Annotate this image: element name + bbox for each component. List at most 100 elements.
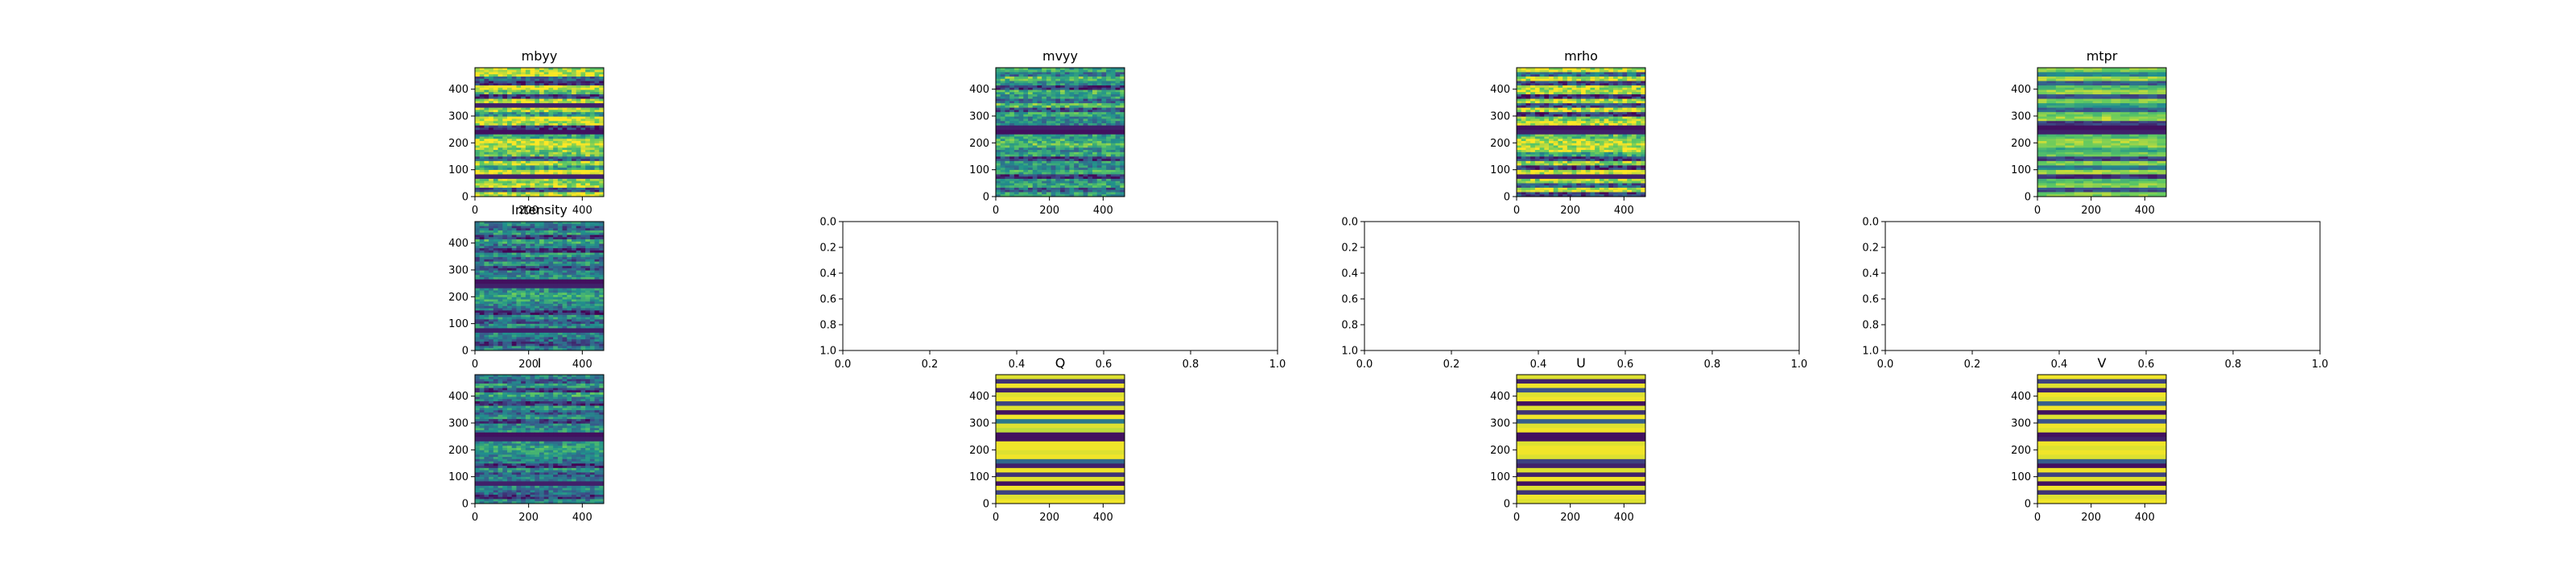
heatmap-cell bbox=[539, 150, 545, 153]
heatmap-cell bbox=[1525, 96, 1531, 100]
heatmap-cell bbox=[1599, 194, 1605, 197]
heatmap-cell bbox=[521, 147, 526, 151]
heatmap-cell bbox=[1549, 125, 1554, 129]
heatmap-cell bbox=[1539, 165, 1545, 168]
heatmap-cell bbox=[1641, 87, 1645, 91]
heatmap-cell bbox=[1060, 136, 1066, 139]
heatmap-cell bbox=[1013, 151, 1020, 156]
heatmap-cell bbox=[1576, 96, 1582, 100]
heatmap-cell bbox=[567, 134, 572, 138]
heatmap-cell bbox=[525, 139, 531, 142]
heatmap-cell bbox=[484, 178, 489, 182]
heatmap-cell bbox=[484, 176, 489, 180]
heatmap-cell bbox=[511, 156, 518, 160]
heatmap-cell bbox=[1060, 185, 1066, 189]
heatmap-cell bbox=[562, 83, 568, 86]
heatmap-cell bbox=[475, 74, 481, 77]
heatmap-cell bbox=[1005, 194, 1010, 197]
heatmap-cell bbox=[521, 116, 526, 120]
heatmap-cell bbox=[1567, 169, 1573, 173]
heatmap-cell bbox=[1069, 103, 1075, 106]
heatmap-cell bbox=[1608, 160, 1614, 164]
heatmap-cell bbox=[543, 101, 550, 104]
heatmap-cell bbox=[589, 89, 596, 93]
heatmap-cell bbox=[1563, 180, 1568, 185]
heatmap-cell bbox=[525, 151, 531, 156]
heatmap-cell bbox=[1028, 160, 1034, 164]
heatmap-cell bbox=[1101, 185, 1107, 189]
heatmap-cell bbox=[525, 81, 531, 84]
heatmap-cell bbox=[557, 159, 564, 162]
heatmap-cell bbox=[553, 118, 559, 122]
heatmap-cell bbox=[1622, 98, 1628, 102]
heatmap-cell bbox=[996, 103, 1001, 106]
heatmap-cell bbox=[1064, 165, 1071, 168]
heatmap-cell bbox=[1627, 169, 1633, 173]
heatmap-cell bbox=[557, 118, 564, 122]
heatmap-cell bbox=[511, 121, 518, 124]
heatmap-cell bbox=[1028, 122, 1034, 126]
heatmap-cell bbox=[1627, 114, 1633, 118]
heatmap-cell bbox=[1101, 143, 1107, 147]
heatmap-cell bbox=[1567, 114, 1573, 118]
heatmap-cell bbox=[1544, 176, 1550, 180]
heatmap-cell bbox=[1009, 101, 1015, 104]
heatmap-cell bbox=[1064, 83, 1071, 86]
heatmap-cell bbox=[1558, 132, 1563, 135]
heatmap-cell bbox=[1018, 98, 1024, 102]
heatmap-cell bbox=[1581, 130, 1587, 133]
heatmap-cell bbox=[2129, 69, 2140, 73]
heatmap-cell bbox=[548, 189, 554, 193]
heatmap-cell bbox=[567, 136, 572, 139]
heatmap-cell bbox=[1627, 150, 1633, 153]
heatmap-cell bbox=[576, 145, 582, 148]
heatmap-cell bbox=[1571, 78, 1577, 82]
heatmap-cell bbox=[475, 116, 481, 120]
heatmap-cell bbox=[1055, 159, 1061, 162]
heatmap-cell bbox=[1617, 122, 1624, 126]
heatmap-cell bbox=[1563, 176, 1568, 180]
heatmap-cell bbox=[1544, 77, 1550, 80]
heatmap-cell bbox=[521, 72, 526, 75]
heatmap-cell bbox=[1544, 92, 1550, 95]
heatmap-cell bbox=[1558, 68, 1563, 71]
heatmap-cell bbox=[580, 159, 586, 162]
heatmap-cell bbox=[1544, 132, 1550, 135]
heatmap-cell bbox=[1636, 85, 1641, 89]
heatmap-cell bbox=[1525, 101, 1531, 104]
heatmap-cell bbox=[1581, 116, 1587, 120]
heatmap-cell bbox=[1636, 194, 1641, 197]
heatmap-cell bbox=[1563, 89, 1568, 93]
heatmap-cell bbox=[1563, 85, 1568, 89]
heatmap-cell bbox=[1525, 110, 1531, 113]
heatmap-cell bbox=[516, 77, 522, 80]
heatmap-cell bbox=[1613, 114, 1619, 118]
heatmap-cell bbox=[497, 130, 503, 133]
heatmap-cell bbox=[521, 180, 526, 185]
heatmap-cell bbox=[1563, 136, 1568, 139]
heatmap-cell bbox=[1544, 192, 1550, 195]
heatmap-cell bbox=[1563, 96, 1568, 100]
heatmap-cell bbox=[521, 176, 526, 180]
heatmap-cell bbox=[521, 134, 526, 138]
heatmap-cell bbox=[1028, 96, 1034, 100]
heatmap-cell bbox=[1005, 125, 1010, 129]
heatmap-cell bbox=[493, 68, 499, 71]
heatmap-cell bbox=[567, 169, 572, 173]
heatmap-cell bbox=[585, 96, 591, 100]
heatmap-cell bbox=[1525, 103, 1531, 106]
heatmap-cell bbox=[1110, 114, 1117, 118]
heatmap-cell bbox=[502, 151, 508, 156]
heatmap-cell bbox=[1585, 174, 1591, 177]
heatmap-cell bbox=[521, 112, 526, 115]
heatmap-cell bbox=[1005, 85, 1010, 89]
heatmap-cell bbox=[543, 163, 550, 166]
heatmap-cell bbox=[1037, 130, 1042, 133]
heatmap-cell bbox=[511, 103, 518, 106]
heatmap-cell bbox=[1092, 145, 1098, 148]
heatmap-cell bbox=[1013, 83, 1020, 86]
heatmap-cell bbox=[576, 174, 582, 177]
heatmap-cell bbox=[1553, 121, 1559, 124]
heatmap-cell bbox=[1622, 96, 1628, 100]
heatmap-cell bbox=[1064, 151, 1071, 156]
